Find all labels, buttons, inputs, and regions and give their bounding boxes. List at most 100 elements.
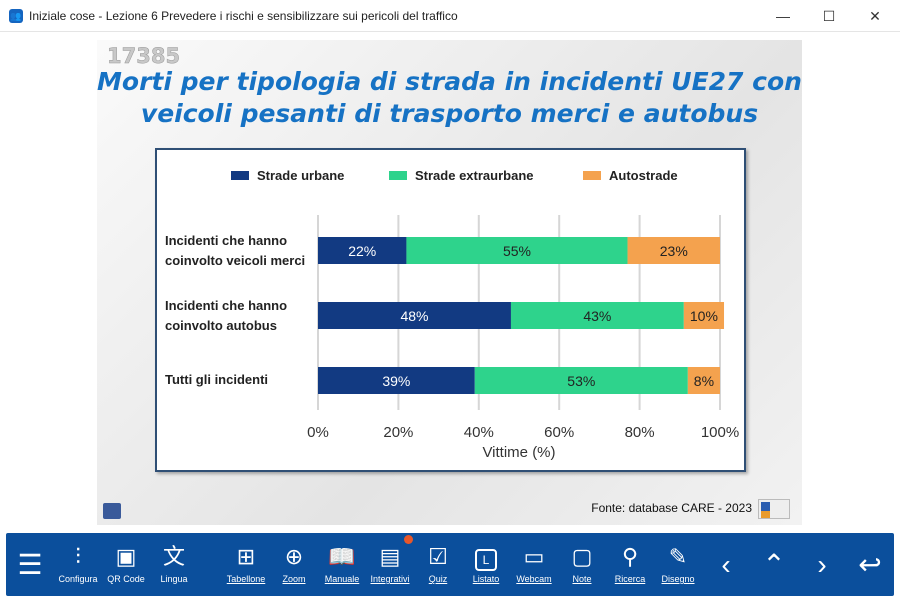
legend-label: Strade urbane — [257, 168, 345, 183]
bar-segment — [627, 237, 720, 264]
toolbar-quiz-button[interactable]: ☑ Quiz — [416, 533, 460, 596]
toolbar-label: Disegno — [661, 574, 695, 584]
category-label-line: coinvolto autobus — [165, 318, 277, 333]
chevron-updown-button[interactable]: ⌃ — [752, 533, 796, 596]
x-axis-label: Vittime (%) — [482, 444, 555, 461]
webcam-icon: ▭ — [523, 544, 545, 569]
zoom-icon: ⊕ — [284, 544, 304, 569]
minimize-button[interactable]: — — [776, 8, 790, 24]
title-line-1: Morti per tipologia di strada in inciden… — [97, 67, 802, 96]
toolbar-label: Lingua — [160, 574, 188, 584]
data-label: 22% — [348, 243, 376, 259]
sliders-icon: ⫶ — [75, 544, 81, 569]
chevron-right-button[interactable]: › — [800, 533, 844, 596]
title-bar: 👥 Iniziale cose - Lezione 6 Prevedere i … — [0, 0, 900, 32]
legend-swatch — [231, 171, 249, 180]
return-button[interactable]: ↩ — [848, 533, 892, 596]
maximize-button[interactable]: ☐ — [822, 7, 836, 24]
toolbar-label: Integrativi — [370, 574, 410, 584]
legend-label: Autostrade — [609, 168, 678, 183]
notification-dot — [404, 535, 413, 544]
category-label-line: Incidenti che hanno — [165, 298, 288, 313]
toolbar-webcam-button[interactable]: ▭ Webcam — [512, 533, 556, 596]
x-tick-label: 0% — [307, 424, 329, 441]
toolbar-lingua-button[interactable]: 文 Lingua — [152, 533, 196, 596]
bar-segment — [318, 367, 475, 394]
note-icon: ▢ — [571, 544, 593, 569]
window-title: Iniziale cose - Lezione 6 Prevedere i ri… — [29, 8, 458, 23]
bar-segment — [474, 367, 688, 394]
chevron-right-icon: › — [817, 549, 827, 580]
toolbar-qr-code-button[interactable]: ▣ QR Code — [104, 533, 148, 596]
erso-logo — [758, 499, 790, 519]
title-line-2: veicoli pesanti di trasporto merci e aut… — [140, 99, 759, 128]
slide: 17385 Morti per tipologia di strada in i… — [97, 40, 802, 525]
toolbar-label: Configura — [58, 574, 98, 584]
menu-icon: ☰ — [17, 549, 43, 580]
data-label: 39% — [382, 373, 410, 389]
slide-title: Morti per tipologia di strada in inciden… — [97, 66, 802, 130]
data-label: 23% — [660, 243, 688, 259]
publisher-logo — [103, 503, 121, 519]
x-tick-label: 20% — [383, 424, 413, 441]
toolbar-disegno-button[interactable]: ✎ Disegno — [656, 533, 700, 596]
category-label-line: coinvolto veicoli merci — [165, 253, 306, 268]
toolbar-label: Quiz — [428, 574, 448, 584]
legend-item: Strade urbane — [231, 168, 344, 183]
toolbar-label: Listato — [472, 574, 500, 584]
list-icon: L — [475, 542, 497, 572]
data-label: 43% — [583, 308, 611, 324]
book-icon: 📖 — [328, 544, 356, 569]
toolbar-configura-button[interactable]: ⫶ Configura — [56, 533, 100, 596]
close-button[interactable]: ✕ — [869, 7, 881, 24]
slide-code: 17385 — [107, 44, 181, 69]
toolbar-integrativi-button[interactable]: ▤ Integrativi — [368, 533, 412, 596]
category-label-line: Tutti gli incidenti — [165, 372, 269, 387]
toolbar-zoom-button[interactable]: ⊕ Zoom — [272, 533, 316, 596]
chart: Strade urbane Strade extraurbane Autostr… — [155, 148, 746, 472]
data-label: 48% — [400, 308, 428, 324]
chevron-left-button[interactable]: ‹ — [704, 533, 748, 596]
legend-swatch — [389, 171, 407, 180]
bar-segment — [318, 302, 511, 329]
toolbar-label: Manuale — [324, 574, 360, 584]
bar-segment — [510, 302, 684, 329]
toolbar-manuale-button[interactable]: 📖 Manuale — [320, 533, 364, 596]
x-tick-label: 80% — [625, 424, 655, 441]
data-label: 53% — [567, 373, 595, 389]
category-label: Incidenti che hanno coinvolto autobus — [165, 296, 287, 336]
toolbar-label: QR Code — [107, 574, 145, 584]
return-icon: ↩ — [858, 549, 882, 580]
category-label: Incidenti che hanno coinvolto veicoli mer… — [165, 231, 305, 271]
bar-segment — [318, 237, 407, 264]
category-label: Tutti gli incidenti — [165, 370, 268, 390]
search-icon: ⚲ — [621, 544, 639, 569]
x-tick-label: 60% — [544, 424, 574, 441]
app-icon: 👥 — [9, 8, 23, 23]
chevron-left-icon: ‹ — [721, 549, 731, 580]
x-tick-label: 100% — [701, 424, 739, 441]
legend-swatch — [583, 171, 601, 180]
toolbar-tabellone-button[interactable]: ⊞ Tabellone — [224, 533, 268, 596]
data-label: 8% — [694, 373, 714, 389]
source-note: Fonte: database CARE - 2023 — [591, 501, 752, 515]
x-tick-label: 40% — [464, 424, 494, 441]
bar-segment — [683, 302, 725, 329]
bar-segment — [687, 367, 720, 394]
legend-item: Autostrade — [583, 168, 678, 183]
chevron-updown-icon: ⌃ — [762, 549, 786, 580]
toolbar-label: Webcam — [516, 574, 552, 584]
legend-item: Strade extraurbane — [389, 168, 534, 183]
translate-icon: 文 — [162, 544, 185, 569]
toolbar-label: Ricerca — [614, 574, 646, 584]
toolbar-ricerca-button[interactable]: ⚲ Ricerca — [608, 533, 652, 596]
qr-code-icon: ▣ — [115, 544, 137, 569]
toolbar-label: Zoom — [282, 574, 306, 584]
category-label-line: Incidenti che hanno — [165, 233, 288, 248]
bottom-toolbar: ☰ ⫶ Configura ▣ QR Code 文 Lingua ⊞ Tabellone ⊕ Zoo… — [6, 533, 894, 596]
toolbar-label: Note — [572, 574, 592, 584]
toolbar-listato-button[interactable]: L Listato — [464, 533, 508, 596]
bar-segment — [406, 237, 628, 264]
menu-button[interactable]: ☰ — [8, 533, 52, 596]
toolbar-note-button[interactable]: ▢ Note — [560, 533, 604, 596]
